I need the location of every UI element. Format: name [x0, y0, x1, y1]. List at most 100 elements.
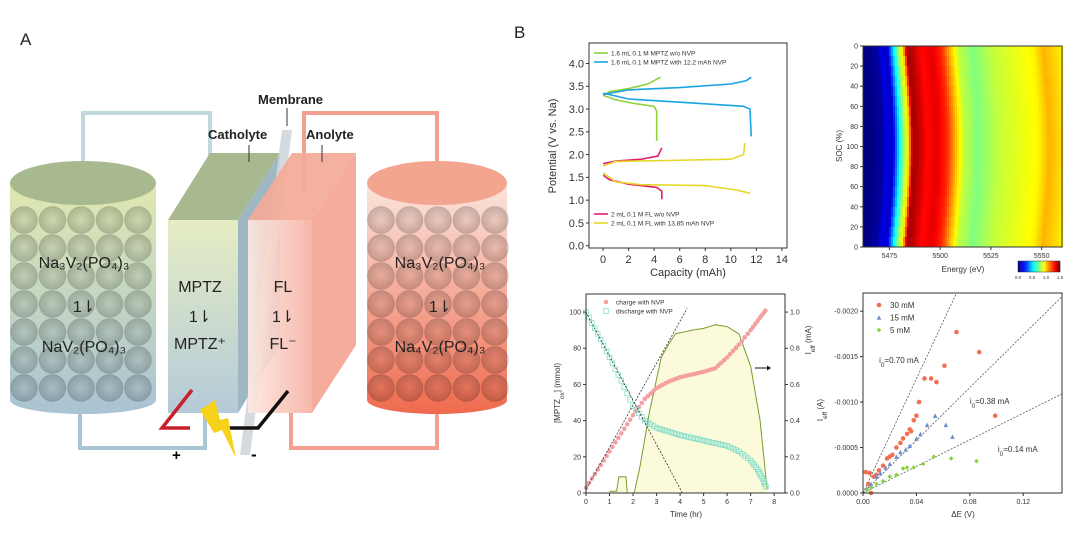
heatmap-cell	[931, 166, 934, 178]
heatmap-cell	[903, 126, 906, 137]
heatmap-cell	[919, 156, 922, 168]
heatmap-cell	[909, 96, 912, 107]
heatmap-cell	[971, 126, 974, 137]
heatmap-cell	[877, 196, 880, 208]
heatmap-cell	[899, 56, 902, 67]
heatmap-cell	[979, 236, 982, 248]
heatmap-cell	[883, 56, 886, 67]
heatmap-cell	[981, 186, 984, 198]
data-point	[880, 478, 886, 484]
heatmap-cell	[1033, 226, 1036, 238]
heatmap-cell	[1045, 56, 1048, 67]
heatmap-cell	[871, 166, 874, 178]
heatmap-cell	[1037, 126, 1040, 137]
heatmap-cell	[887, 96, 890, 107]
colorbar-cell	[1052, 261, 1054, 272]
heatmap-cell	[887, 236, 890, 248]
heatmap-cell	[1009, 166, 1012, 178]
heatmap-cell	[881, 126, 884, 137]
heatmap-cell	[985, 136, 988, 147]
heatmap-cell	[925, 206, 928, 218]
heatmap-cell	[925, 46, 928, 57]
heatmap-cell	[1051, 216, 1054, 228]
heatmap-cell	[981, 56, 984, 67]
heatmap-cell	[1007, 86, 1010, 97]
heatmap-cell	[1041, 146, 1044, 158]
heatmap-cell	[909, 216, 912, 228]
heatmap-cell	[1001, 156, 1004, 168]
heatmap-cell	[889, 226, 892, 238]
heatmap-cell	[1013, 186, 1016, 198]
heatmap-cell	[1017, 46, 1020, 57]
heatmap-cell	[979, 176, 982, 188]
heatmap-cell	[929, 196, 932, 208]
heatmap-cell	[997, 136, 1000, 147]
heatmap-cell	[907, 96, 910, 107]
heatmap-cell	[941, 216, 944, 228]
heatmap-cell	[989, 216, 992, 228]
heatmap-cell	[877, 206, 880, 218]
heatmap-cell	[925, 146, 928, 158]
heatmap-cell	[973, 236, 976, 248]
heatmap-cell	[1013, 136, 1016, 147]
heatmap-cell	[1015, 86, 1018, 97]
heatmap-cell	[895, 126, 898, 137]
heatmap-cell	[983, 66, 986, 77]
heatmap-cell	[873, 56, 876, 67]
heatmap-cell	[959, 196, 962, 208]
heatmap-cell	[947, 176, 950, 188]
heatmap-cell	[927, 226, 930, 238]
heatmap-cell	[1055, 226, 1058, 238]
heatmap-cell	[875, 76, 878, 87]
heatmap-cell	[987, 216, 990, 228]
heatmap-cell	[1029, 86, 1032, 97]
heatmap-cell	[939, 86, 942, 97]
heatmap-cell	[971, 226, 974, 238]
heatmap-cell	[1047, 206, 1050, 218]
heatmap-cell	[913, 76, 916, 87]
heatmap-cell	[895, 216, 898, 228]
heatmap-cell	[999, 76, 1002, 87]
heatmap-cell	[1013, 106, 1016, 117]
y-tick-label: 0.4	[790, 418, 800, 425]
heatmap-cell	[917, 66, 920, 77]
heatmap-cell	[993, 86, 996, 97]
heatmap-cell	[1001, 96, 1004, 107]
heatmap-cell	[1049, 156, 1052, 168]
heatmap-cell	[963, 96, 966, 107]
heatmap-cell	[879, 56, 882, 67]
heatmap-cell	[993, 226, 996, 238]
heatmap-cell	[1053, 66, 1056, 77]
heatmap-cell	[999, 186, 1002, 198]
heatmap-cell	[863, 146, 866, 158]
heatmap-cell	[913, 206, 916, 218]
heatmap-cell	[881, 216, 884, 228]
heatmap-cell	[991, 66, 994, 77]
heatmap-cell	[1035, 146, 1038, 158]
heatmap-cell	[995, 166, 998, 178]
heatmap-cell	[901, 206, 904, 218]
heatmap-cell	[931, 216, 934, 228]
heatmap-cell	[949, 186, 952, 198]
heatmap-cell	[1041, 136, 1044, 147]
heatmap-cell	[875, 196, 878, 208]
heatmap-cell	[967, 86, 970, 97]
heatmap-cell	[1003, 76, 1006, 87]
heatmap-cell	[955, 56, 958, 67]
heatmap-cell	[875, 206, 878, 218]
data-point	[645, 393, 651, 399]
heatmap-cell	[903, 136, 906, 147]
heatmap-cell	[1057, 96, 1060, 107]
heatmap-cell	[937, 86, 940, 97]
heatmap-cell	[919, 146, 922, 158]
heatmap-cell	[977, 186, 980, 198]
heatmap-cell	[929, 66, 932, 77]
heatmap-cell	[885, 96, 888, 107]
heatmap-cell	[931, 86, 934, 97]
heatmap-cell	[1007, 76, 1010, 87]
heatmap-cell	[897, 236, 900, 248]
heatmap-cell	[911, 176, 914, 188]
heatmap-cell	[983, 96, 986, 107]
heatmap-cell	[877, 46, 880, 57]
heatmap-cell	[871, 236, 874, 248]
